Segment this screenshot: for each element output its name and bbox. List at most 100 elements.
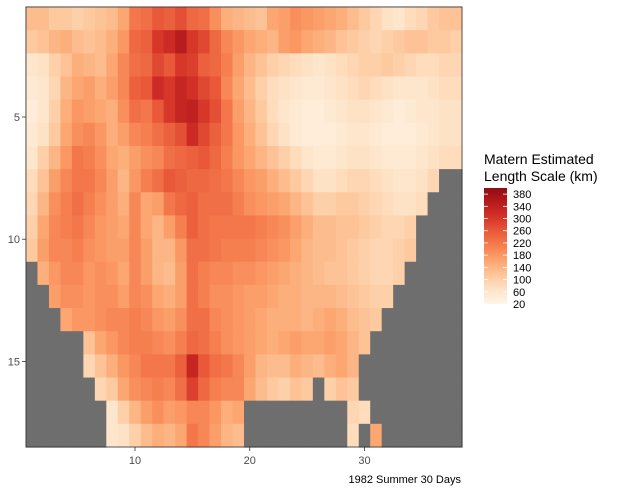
heatmap-cell bbox=[106, 400, 119, 425]
heatmap-cell bbox=[439, 145, 452, 170]
heatmap-cell bbox=[163, 331, 176, 355]
heatmap-cell bbox=[439, 284, 452, 309]
heatmap-cell bbox=[198, 423, 211, 448]
heatmap-cell bbox=[152, 261, 165, 286]
legend-tick-label: 260 bbox=[513, 226, 531, 238]
heatmap-cell bbox=[71, 423, 84, 448]
heatmap-cell bbox=[106, 331, 119, 355]
heatmap-cell bbox=[289, 145, 302, 170]
heatmap-cell bbox=[404, 308, 417, 332]
heatmap-cell bbox=[60, 30, 73, 54]
heatmap-cell bbox=[48, 169, 62, 193]
heatmap-cell bbox=[358, 122, 371, 147]
heatmap-cell bbox=[335, 145, 348, 170]
heatmap-cell bbox=[370, 53, 383, 78]
heatmap-cell bbox=[175, 53, 188, 78]
heatmap-cell bbox=[140, 7, 153, 31]
heatmap-cell bbox=[255, 30, 268, 54]
heatmap-cell bbox=[381, 423, 394, 448]
heatmap-cell bbox=[324, 145, 337, 170]
heatmap-cell bbox=[221, 7, 234, 31]
heatmap-cell bbox=[209, 308, 222, 332]
heatmap-cell bbox=[278, 145, 291, 170]
heatmap-cell bbox=[209, 238, 222, 263]
heatmap-cell bbox=[266, 354, 280, 379]
legend-tick-label: 220 bbox=[513, 238, 531, 250]
heatmap-cell bbox=[255, 215, 268, 240]
heatmap-cell bbox=[140, 122, 153, 147]
heatmap-cell bbox=[163, 122, 176, 147]
heatmap-cell bbox=[393, 423, 406, 448]
heatmap-cell bbox=[163, 76, 176, 101]
heatmap-cell bbox=[450, 76, 463, 101]
heatmap-cell bbox=[370, 354, 383, 379]
heatmap-cell bbox=[83, 308, 96, 332]
heatmap-cell bbox=[83, 238, 96, 263]
heatmap-cell bbox=[278, 400, 291, 425]
heatmap-cell bbox=[198, 308, 211, 332]
heatmap-cell bbox=[427, 122, 440, 147]
heatmap-cell bbox=[324, 261, 337, 286]
heatmap-cell bbox=[439, 215, 452, 240]
heatmap-cell bbox=[381, 169, 394, 193]
heatmap-cell bbox=[232, 400, 245, 425]
heatmap-cell bbox=[60, 331, 73, 355]
heatmap-cell bbox=[335, 331, 348, 355]
heatmap-cell bbox=[209, 331, 222, 355]
heatmap-cell bbox=[347, 99, 360, 124]
heatmap-cell bbox=[26, 169, 39, 193]
heatmap-cell bbox=[48, 192, 62, 217]
heatmap-cell bbox=[117, 169, 130, 193]
legend-tick-label: 300 bbox=[513, 214, 531, 226]
heatmap-cell bbox=[152, 76, 165, 101]
heatmap-cell bbox=[312, 30, 325, 54]
heatmap-cell bbox=[163, 377, 176, 402]
heatmap-cell bbox=[140, 261, 153, 286]
heatmap-cell bbox=[94, 284, 107, 309]
heatmap-cell bbox=[140, 423, 153, 448]
heatmap-cell bbox=[324, 331, 337, 355]
heatmap-cell bbox=[209, 261, 222, 286]
heatmap-cell bbox=[129, 308, 142, 332]
heatmap-cell bbox=[163, 284, 176, 309]
heatmap-cell bbox=[404, 238, 417, 263]
heatmap-cell bbox=[393, 354, 406, 379]
heatmap-cell bbox=[335, 354, 348, 379]
heatmap-cell bbox=[60, 423, 73, 448]
heatmap-cell bbox=[175, 261, 188, 286]
heatmap-cell bbox=[278, 331, 291, 355]
heatmap-cell bbox=[140, 400, 153, 425]
heatmap-cell bbox=[289, 53, 302, 78]
heatmap-cell bbox=[152, 53, 165, 78]
heatmap-cell bbox=[255, 308, 268, 332]
heatmap-cell bbox=[278, 215, 291, 240]
heatmap-cell bbox=[37, 261, 50, 286]
heatmap-cell bbox=[312, 238, 325, 263]
heatmap-cell bbox=[106, 354, 119, 379]
heatmap-cell bbox=[358, 400, 371, 425]
heatmap-cell bbox=[301, 192, 314, 217]
heatmap-cell bbox=[404, 192, 417, 217]
heatmap-cell bbox=[416, 331, 429, 355]
heatmap-cell bbox=[324, 400, 337, 425]
heatmap-cell bbox=[370, 238, 383, 263]
heatmap-cell bbox=[152, 354, 165, 379]
heatmap-cell bbox=[129, 377, 142, 402]
heatmap-cell bbox=[221, 261, 234, 286]
heatmap-cell bbox=[439, 169, 452, 193]
heatmap-cell bbox=[244, 215, 257, 240]
heatmap-cell bbox=[301, 99, 314, 124]
heatmap-cell bbox=[198, 331, 211, 355]
heatmap-cell bbox=[255, 192, 268, 217]
heatmap-cell bbox=[175, 192, 188, 217]
heatmap-cell bbox=[48, 76, 62, 101]
heatmap-cell bbox=[450, 308, 463, 332]
heatmap-cell bbox=[186, 169, 199, 193]
heatmap-cell bbox=[117, 331, 130, 355]
heatmap-cell bbox=[94, 423, 107, 448]
heatmap-cell bbox=[439, 99, 452, 124]
heatmap-cell bbox=[83, 53, 96, 78]
heatmap-cell bbox=[244, 284, 257, 309]
heatmap-cell bbox=[94, 192, 107, 217]
heatmap-cell bbox=[106, 169, 119, 193]
